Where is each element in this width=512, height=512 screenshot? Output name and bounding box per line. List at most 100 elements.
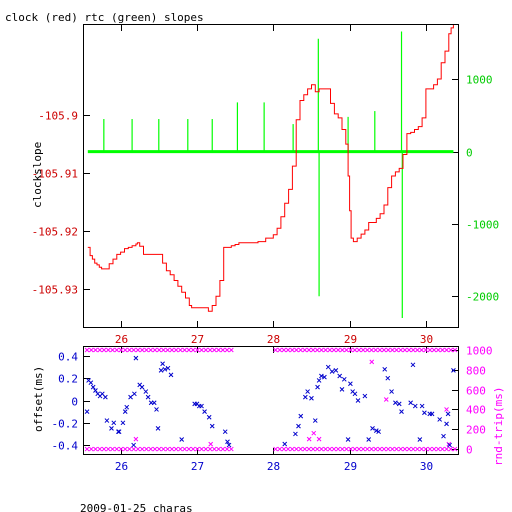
round-trip-low-point — [289, 446, 295, 452]
round-trip-high-point — [331, 347, 337, 353]
top-plot-frame — [83, 24, 459, 328]
offset-point — [309, 395, 314, 401]
offset-point — [128, 394, 133, 400]
round-trip-high-point — [148, 347, 154, 353]
round-trip-low-point — [139, 446, 145, 452]
round-trip-low-point — [360, 446, 366, 452]
round-trip-low-point — [101, 446, 107, 452]
round-trip-low-point — [220, 446, 226, 452]
round-trip-high-point — [306, 347, 312, 353]
offset-point — [90, 384, 96, 390]
round-trip-high-point — [224, 347, 230, 353]
round-trip-high-point — [228, 347, 234, 353]
offset-point — [282, 441, 288, 447]
offset-point — [444, 421, 449, 427]
offset-point — [399, 409, 404, 414]
round-trip-low-point — [431, 446, 437, 452]
offset-point — [116, 429, 122, 435]
x-tick-label: 29 — [344, 333, 357, 346]
offset-point — [179, 437, 185, 442]
round-trip-high-point — [285, 347, 291, 353]
offset-point — [151, 400, 157, 406]
offset-point — [93, 388, 98, 393]
offset-point — [162, 366, 168, 372]
round-trip-high-point — [381, 347, 387, 353]
offset-point — [312, 418, 318, 423]
offset-point — [422, 410, 427, 416]
round-trip-low-point — [114, 446, 120, 452]
y-tick-label: 400 — [466, 404, 486, 417]
y-tick-label: 0 — [466, 444, 473, 457]
clock-slope-line — [87, 25, 454, 312]
round-trip-low-point — [402, 446, 408, 452]
round-trip-low-point — [281, 446, 287, 452]
round-trip-high-point — [435, 347, 441, 353]
offset-point — [445, 411, 451, 417]
round-trip-low-point — [331, 446, 337, 452]
round-trip-low-point — [161, 446, 166, 452]
x-tick-label: 28 — [267, 460, 280, 473]
offset-point — [206, 414, 212, 420]
round-trip-low-point — [169, 446, 175, 452]
round-trip-high-point — [377, 347, 383, 353]
round-trip-low-point — [97, 446, 103, 452]
round-trip-low-point — [84, 446, 90, 452]
round-trip-low-point — [228, 446, 234, 452]
round-trip-low-point — [369, 446, 374, 452]
y-tick-label: -105.92 — [32, 226, 78, 239]
round-trip-high-point — [277, 347, 283, 353]
round-trip-high-point — [319, 347, 324, 353]
offset-point — [393, 400, 398, 406]
round-trip-high-point — [294, 347, 299, 353]
round-trip-high-point — [182, 347, 187, 353]
offset-point — [382, 366, 388, 372]
round-trip-high-point — [114, 347, 120, 353]
y-tick-label: 600 — [466, 385, 486, 398]
offset-point — [355, 398, 361, 403]
round-trip-high-point — [203, 347, 209, 353]
offset-point — [139, 384, 145, 390]
round-trip-high-point — [211, 347, 217, 353]
round-trip-high-point — [360, 347, 366, 353]
round-trip-point — [316, 436, 322, 442]
round-trip-low-point — [277, 446, 283, 452]
round-trip-low-point — [118, 446, 124, 452]
round-trip-low-point — [452, 446, 458, 452]
round-trip-low-point — [156, 446, 162, 452]
offset-point — [376, 429, 381, 435]
round-trip-low-point — [394, 446, 399, 452]
offset-point — [132, 391, 137, 397]
round-trip-high-point — [122, 347, 128, 353]
offset-point — [165, 365, 171, 371]
offset-point — [122, 409, 128, 414]
round-trip-high-point — [127, 347, 132, 353]
offset-point — [296, 423, 301, 429]
y-tick-label: -105.9 — [38, 110, 78, 123]
round-trip-low-point — [306, 446, 312, 452]
round-trip-low-point — [415, 446, 420, 452]
round-trip-low-point — [427, 446, 433, 452]
offset-point — [103, 394, 108, 400]
round-trip-low-point — [122, 446, 128, 452]
round-trip-low-point — [302, 446, 308, 452]
offset-point — [337, 373, 343, 379]
offset-point — [429, 411, 435, 417]
round-trip-low-point — [203, 446, 209, 452]
round-trip-low-point — [195, 446, 200, 452]
offset-series — [84, 355, 456, 448]
round-trip-high-point — [415, 347, 420, 353]
top-left-y-ticks: -105.9 -105.91 -105.92 -105.93 — [32, 110, 90, 297]
round-trip-series — [84, 347, 458, 452]
round-trip-low-point — [448, 446, 454, 452]
round-trip-high-point — [344, 347, 349, 353]
y-tick-label: 0 — [466, 147, 473, 160]
round-trip-high-point — [398, 347, 404, 353]
y-tick-label: -2000 — [466, 291, 499, 304]
round-trip-high-point — [310, 347, 316, 353]
offset-point — [109, 426, 114, 431]
offset-point — [333, 368, 339, 373]
x-tick-label: 26 — [115, 460, 128, 473]
round-trip-high-point — [444, 347, 449, 353]
round-trip-high-point — [169, 347, 175, 353]
